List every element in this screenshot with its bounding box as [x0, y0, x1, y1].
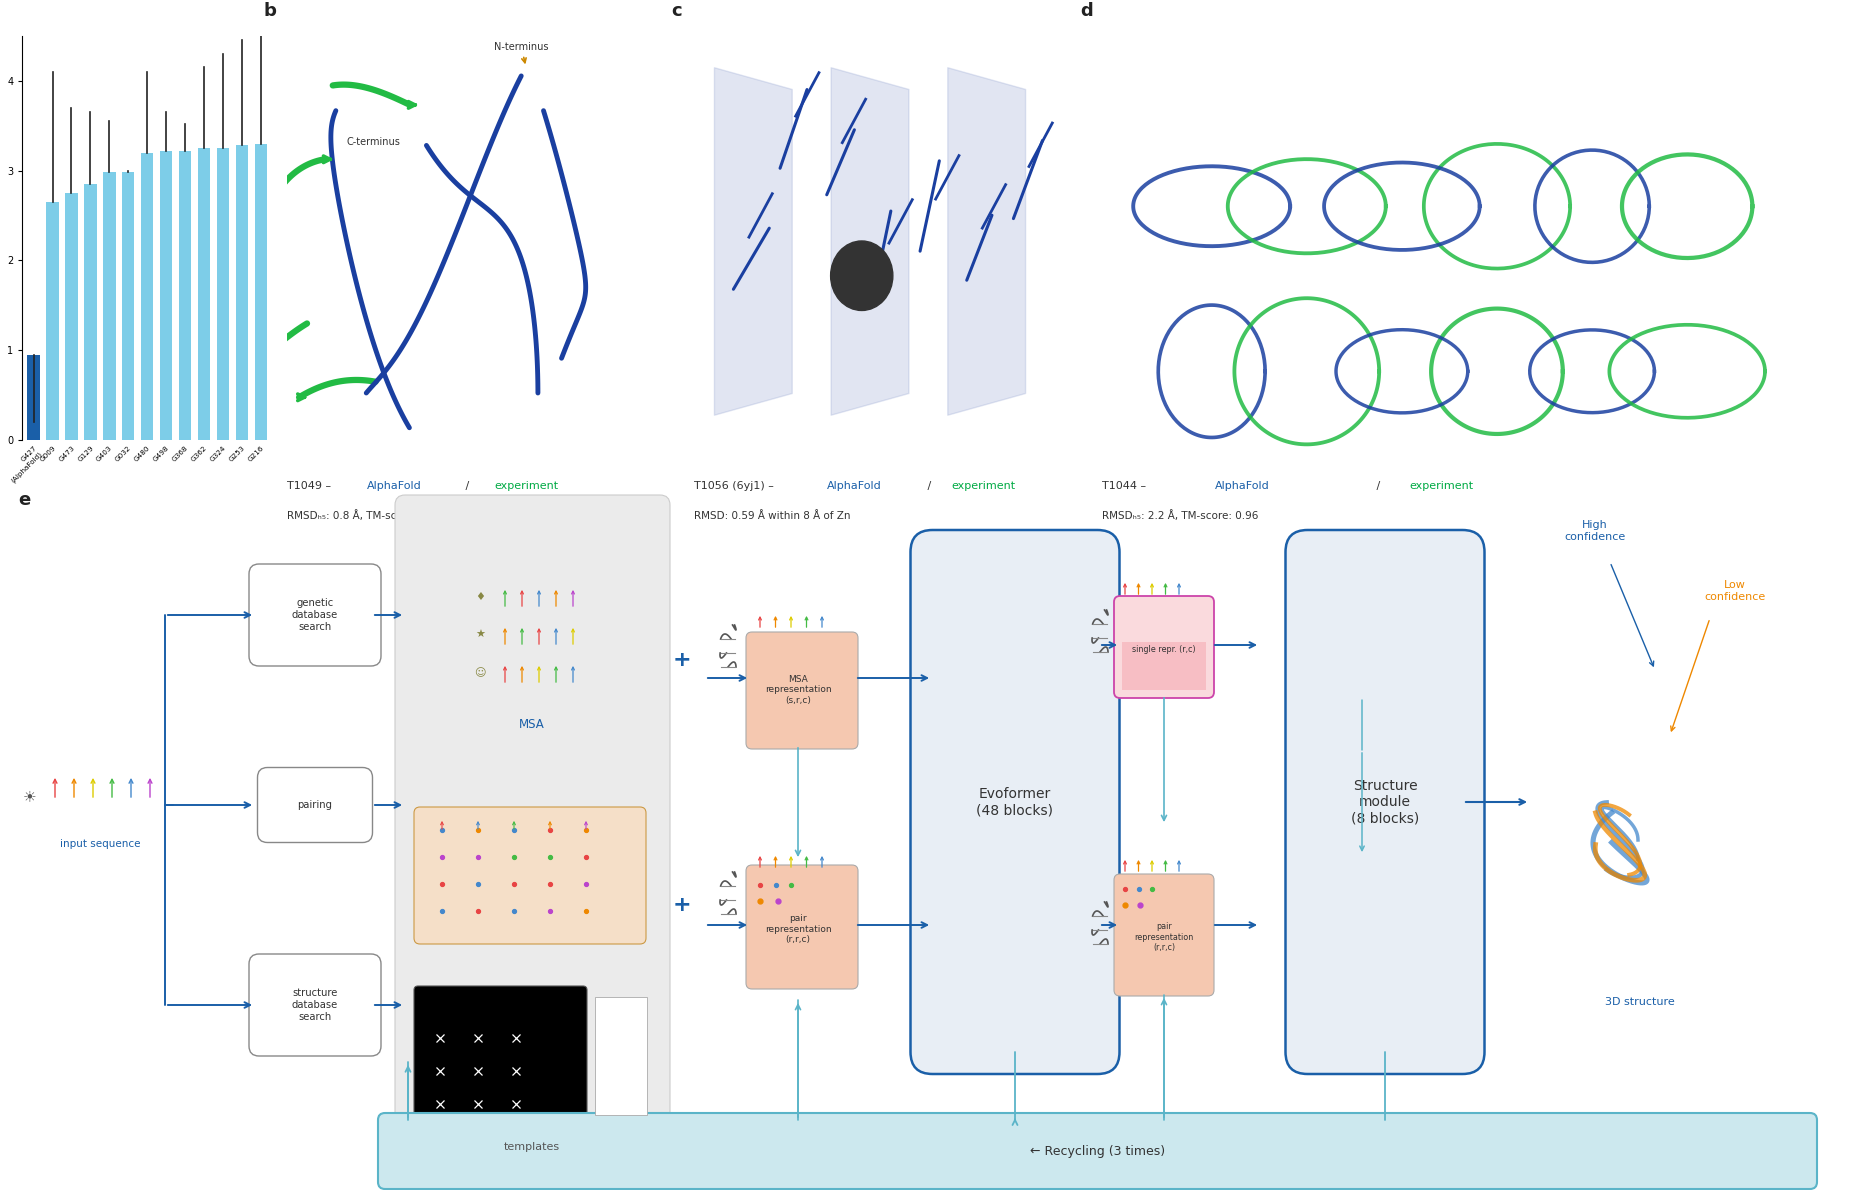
FancyBboxPatch shape [911, 530, 1119, 1075]
Bar [104, 173, 115, 440]
Text: ☺: ☺ [474, 668, 485, 678]
Text: single repr. (r,c): single repr. (r,c) [1132, 645, 1196, 654]
Text: d: d [1080, 2, 1093, 20]
Text: Low
confidence: Low confidence [1704, 581, 1765, 602]
Bar [594, 997, 646, 1115]
Text: pair
representation
(r,r,c): pair representation (r,r,c) [765, 914, 832, 944]
Bar [235, 145, 248, 440]
Bar [180, 151, 191, 440]
Text: Evoformer
(48 blocks): Evoformer (48 blocks) [976, 787, 1054, 818]
Text: b: b [263, 2, 276, 20]
Bar [141, 152, 154, 440]
Text: ← Recycling (3 times): ← Recycling (3 times) [1030, 1145, 1165, 1158]
Text: Structure
module
(8 blocks): Structure module (8 blocks) [1350, 778, 1419, 825]
Text: /: / [924, 481, 935, 490]
Bar [122, 173, 135, 440]
Bar [83, 184, 96, 440]
Text: N-terminus: N-terminus [494, 42, 548, 63]
Text: templates: templates [504, 1142, 559, 1152]
Text: MSA
representation
(s,r,c): MSA representation (s,r,c) [765, 675, 832, 704]
Bar [1122, 641, 1206, 690]
Text: e: e [19, 491, 30, 509]
Text: T1044 –: T1044 – [1102, 481, 1150, 490]
FancyBboxPatch shape [415, 987, 587, 1122]
FancyBboxPatch shape [394, 495, 670, 1145]
Text: T1049 –: T1049 – [287, 481, 335, 490]
Text: experiment: experiment [952, 481, 1015, 490]
Text: /: / [463, 481, 472, 490]
FancyBboxPatch shape [378, 1113, 1817, 1189]
Text: C-terminus: C-terminus [346, 137, 400, 148]
FancyBboxPatch shape [248, 954, 382, 1056]
Text: High
confidence: High confidence [1565, 520, 1626, 541]
FancyBboxPatch shape [257, 768, 372, 843]
Text: structure
database
search: structure database search [293, 989, 339, 1021]
Text: ★: ★ [474, 630, 485, 640]
Bar [46, 202, 59, 440]
FancyBboxPatch shape [1285, 530, 1485, 1075]
Text: AlphaFold: AlphaFold [367, 481, 422, 490]
Bar [198, 148, 211, 440]
Text: RMSDₕ₅: 0.8 Å, TM-score: 0.93: RMSDₕ₅: 0.8 Å, TM-score: 0.93 [287, 511, 443, 521]
Text: AlphaFold: AlphaFold [1215, 481, 1270, 490]
Text: pairing: pairing [298, 800, 333, 810]
Text: genetic
database
search: genetic database search [293, 599, 339, 632]
Text: AlphaFold: AlphaFold [826, 481, 882, 490]
Text: ♦: ♦ [474, 591, 485, 602]
Text: /: / [1372, 481, 1383, 490]
Bar [159, 151, 172, 440]
Text: pair
representation
(r,r,c): pair representation (r,r,c) [1135, 922, 1195, 952]
FancyBboxPatch shape [1115, 873, 1215, 996]
Text: 3D structure: 3D structure [1606, 997, 1674, 1007]
Text: RMSDₕ₅: 2.2 Å, TM-score: 0.96: RMSDₕ₅: 2.2 Å, TM-score: 0.96 [1102, 511, 1258, 521]
Text: RMSD: 0.59 Å within 8 Å of Zn: RMSD: 0.59 Å within 8 Å of Zn [694, 511, 852, 521]
Text: ☀: ☀ [24, 789, 37, 804]
Bar [65, 193, 78, 440]
Circle shape [830, 240, 893, 311]
Text: T1056 (6yj1) –: T1056 (6yj1) – [694, 481, 778, 490]
FancyBboxPatch shape [746, 865, 857, 989]
Text: MSA: MSA [519, 718, 544, 731]
Text: +: + [672, 650, 691, 670]
Bar [217, 148, 230, 440]
FancyBboxPatch shape [415, 807, 646, 944]
Bar [28, 355, 39, 440]
Text: input sequence: input sequence [59, 839, 141, 848]
Text: +: + [672, 895, 691, 915]
Text: experiment: experiment [494, 481, 557, 490]
FancyBboxPatch shape [248, 564, 382, 666]
Text: c: c [670, 2, 682, 20]
Text: experiment: experiment [1409, 481, 1474, 490]
FancyBboxPatch shape [746, 632, 857, 749]
FancyBboxPatch shape [1115, 596, 1215, 699]
Bar [256, 144, 267, 440]
